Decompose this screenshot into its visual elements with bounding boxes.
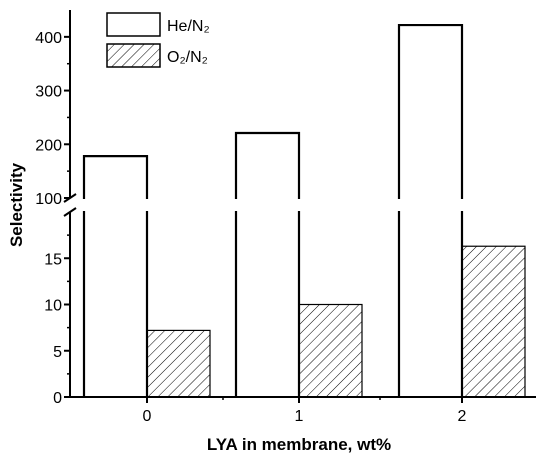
y-tick-label: 5 — [53, 344, 62, 361]
plot-area: 0 5 10 15 100 200 300 400 0 1 2 — [35, 10, 538, 425]
y-tick-label: 300 — [35, 84, 62, 101]
x-tick-label: 1 — [295, 408, 304, 425]
legend: He/N₂ O₂/N₂ — [106, 12, 210, 68]
x-tick-label: 2 — [458, 408, 467, 425]
bar-series2-cat1 — [298, 303, 363, 398]
bar-series2-cat2 — [461, 245, 526, 398]
legend-label: O₂/N₂ — [167, 49, 208, 66]
axis-break-gap — [68, 199, 538, 211]
y-tick-label: 10 — [44, 298, 62, 315]
y-axis-title: Selectivity — [7, 162, 26, 247]
bar-series1-cat2 — [397, 23, 464, 397]
bar-series1-cat1 — [234, 131, 301, 397]
legend-label: He/N₂ — [167, 18, 210, 35]
bar-series1-cat0 — [82, 155, 149, 397]
y-tick-label: 15 — [44, 251, 62, 268]
axis-break-mark — [63, 207, 77, 217]
y-tick-label: 0 — [53, 390, 62, 407]
y-tick-label: 200 — [35, 137, 62, 154]
x-axis-title: LYA in membrane, wt% — [207, 435, 391, 454]
x-tick-label: 0 — [143, 408, 152, 425]
y-tick-label: 400 — [35, 30, 62, 47]
y-tick-label: 100 — [35, 191, 62, 208]
legend-swatch — [106, 12, 161, 37]
legend-swatch — [106, 43, 161, 68]
bar-series2-cat0 — [146, 329, 211, 398]
